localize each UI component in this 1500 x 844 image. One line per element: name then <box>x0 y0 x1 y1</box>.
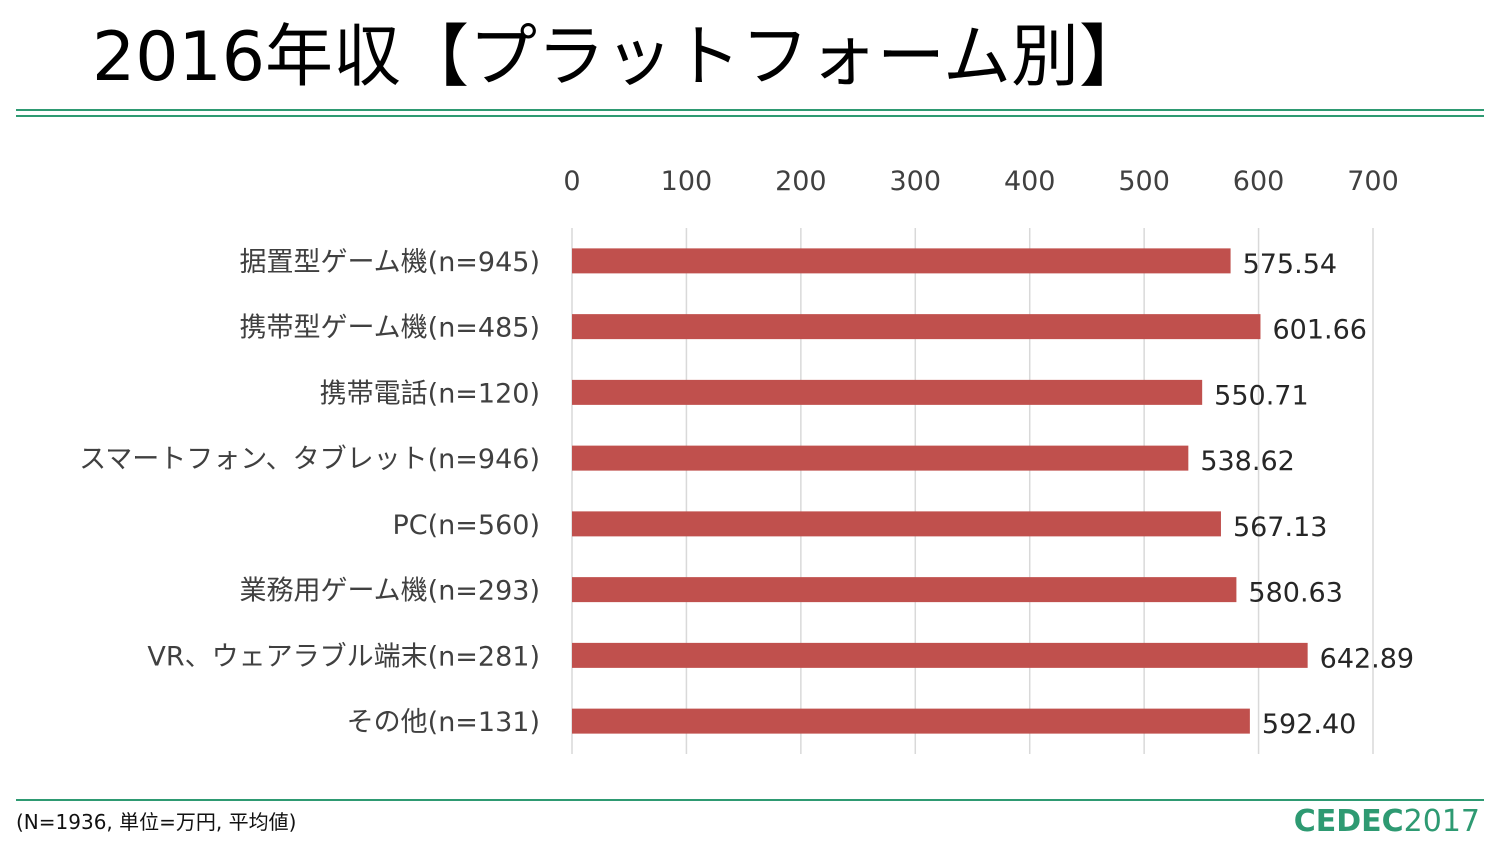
bar <box>572 248 1231 274</box>
data-labels: 575.54 601.66 550.71 538.62 567.13 580.63 642.… <box>1200 249 1414 740</box>
title-rule-upper <box>16 109 1484 111</box>
data-label: 550.71 <box>1214 380 1308 411</box>
data-label: 642.89 <box>1320 643 1414 674</box>
x-tick-label: 0 <box>563 166 580 197</box>
title-rule-lower <box>16 115 1484 117</box>
category-label: スマートフォン、タブレット(n=946) <box>79 444 540 475</box>
category-label: 据置型ゲーム機(n=945) <box>239 247 540 278</box>
brand-name: CEDEC <box>1293 804 1404 839</box>
category-label: 携帯電話(n=120) <box>320 378 540 409</box>
bar <box>572 314 1261 340</box>
x-axis-ticks: 0 100 200 300 400 500 600 700 <box>563 166 1398 197</box>
slide-title: 2016年収【プラットフォーム別】 <box>92 18 1148 97</box>
data-label: 575.54 <box>1243 249 1337 280</box>
bar <box>572 577 1237 603</box>
bars <box>572 248 1308 734</box>
x-tick-label: 300 <box>890 166 942 197</box>
x-tick-label: 700 <box>1347 166 1399 197</box>
bar <box>572 511 1221 537</box>
brand-logo: CEDEC2017 <box>1294 804 1480 839</box>
category-labels: 据置型ゲーム機(n=945) 携帯型ゲーム機(n=485) 携帯電話(n=120) ス… <box>79 247 540 738</box>
x-tick-label: 600 <box>1233 166 1285 197</box>
footer-rule <box>16 799 1484 801</box>
x-tick-label: 100 <box>661 166 713 197</box>
footnote: (N=1936, 単位=万円, 平均値) <box>16 810 297 834</box>
data-label: 601.66 <box>1272 315 1366 346</box>
grid-layer <box>571 228 1374 754</box>
data-label: 580.63 <box>1248 578 1342 609</box>
data-label: 567.13 <box>1233 512 1327 543</box>
data-label: 538.62 <box>1200 446 1294 477</box>
x-tick-label: 200 <box>775 166 827 197</box>
category-label: その他(n=131) <box>347 707 540 738</box>
category-label: VR、ウェアラブル端末(n=281) <box>147 641 540 672</box>
bar <box>572 642 1308 668</box>
bar <box>572 708 1250 734</box>
brand-year: 2017 <box>1403 804 1480 839</box>
bar <box>572 445 1189 471</box>
bar <box>572 379 1203 405</box>
x-tick-label: 500 <box>1118 166 1170 197</box>
data-label: 592.40 <box>1262 709 1356 740</box>
category-label: PC(n=560) <box>393 510 540 541</box>
category-label: 携帯型ゲーム機(n=485) <box>239 313 540 344</box>
category-label: 業務用ゲーム機(n=293) <box>239 576 540 607</box>
x-tick-label: 400 <box>1004 166 1056 197</box>
bar-chart: 0 100 200 300 400 500 600 700 据置型ゲーム機(n=945) 携帯型… <box>79 166 1414 754</box>
